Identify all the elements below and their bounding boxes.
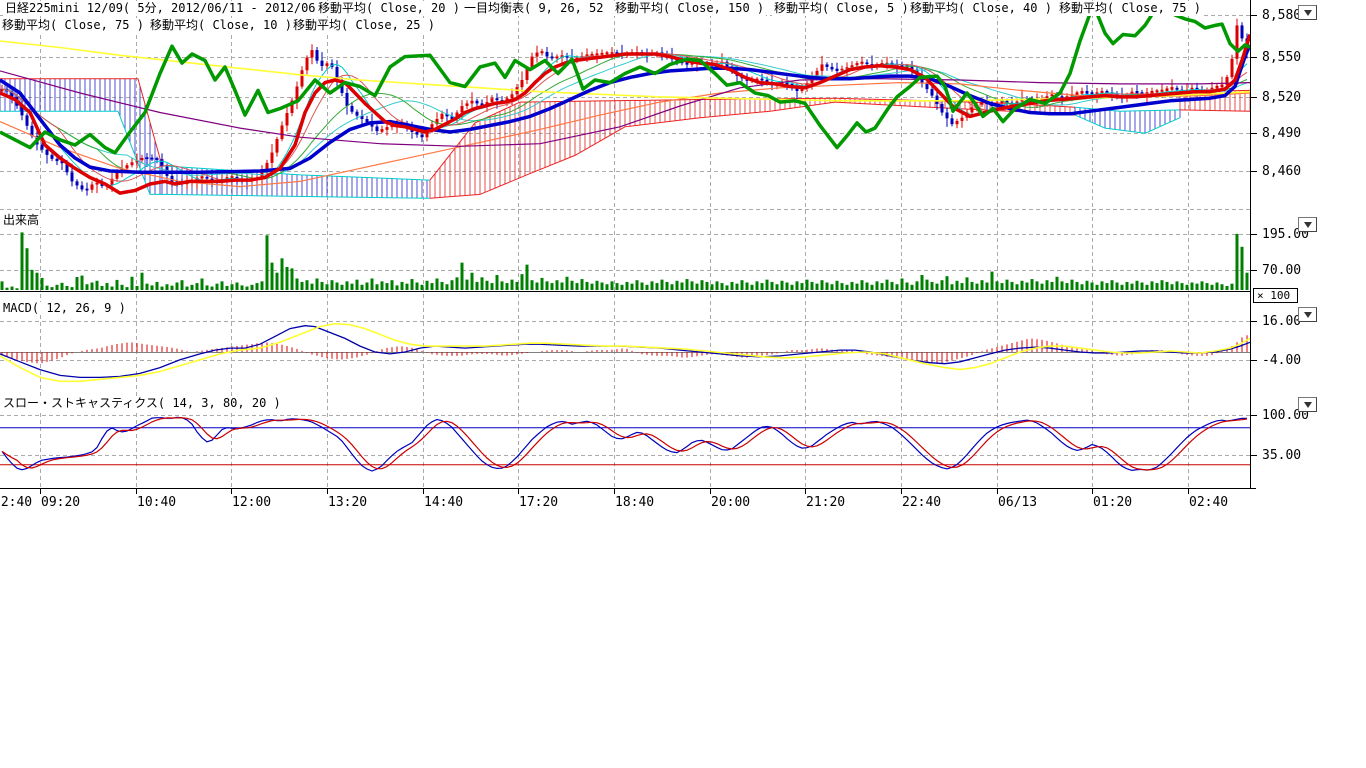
- indicator-label-ma10: 移動平均( Close, 10 ): [148, 18, 294, 33]
- indicator-label-ma40: 移動平均( Close, 40 ): [908, 1, 1054, 16]
- macd-panel-title: MACD( 12, 26, 9 ): [1, 301, 128, 315]
- volume-panel: [0, 232, 1250, 292]
- svg-text:8,580: 8,580: [1262, 8, 1301, 23]
- svg-text:21:20: 21:20: [806, 495, 845, 510]
- svg-text:16.00: 16.00: [1262, 314, 1301, 329]
- svg-text:14:40: 14:40: [424, 495, 463, 510]
- price-panel-dropdown[interactable]: [1298, 5, 1317, 20]
- macd-panel: [0, 322, 1251, 383]
- axes-and-labels: 8,580 8,550 8,520 8,490 8,460 195.00 70.00 16.0…: [0, 0, 1309, 510]
- indicator-label-ichimoku: 一目均衡表( 9, 26, 52 ): [462, 1, 620, 16]
- volume-panel-title: 出来高: [1, 213, 42, 227]
- svg-text:02:40: 02:40: [1189, 495, 1228, 510]
- svg-text:100.00: 100.00: [1262, 408, 1309, 423]
- indicator-label-ma20: 移動平均( Close, 20 ): [316, 1, 462, 16]
- volume-panel-dropdown[interactable]: [1298, 217, 1317, 232]
- indicator-label-ma75-2: 移動平均( Close, 75 ): [0, 18, 146, 33]
- svg-text:17:20: 17:20: [519, 495, 558, 510]
- macd-panel-dropdown[interactable]: [1298, 307, 1317, 322]
- stochastics-panel: [0, 416, 1250, 472]
- svg-text:01:20: 01:20: [1093, 495, 1132, 510]
- svg-text:18:40: 18:40: [615, 495, 654, 510]
- indicator-label-ma75: 移動平均( Close, 75 ): [1057, 1, 1203, 16]
- price-panel: [0, 5, 1251, 199]
- stoch-panel-title: スロー・ストキャスティクス( 14, 3, 80, 20 ): [1, 396, 283, 410]
- svg-text:35.00: 35.00: [1262, 448, 1301, 463]
- volume-multiplier-badge: × 100: [1253, 288, 1298, 303]
- instrument-title: 日経225mini 12/09( 5分, 2012/06/11 - 2012/0…: [3, 1, 354, 16]
- svg-text:12:00: 12:00: [232, 495, 271, 510]
- chevron-down-icon: [1303, 9, 1312, 16]
- svg-text:70.00: 70.00: [1262, 263, 1301, 278]
- svg-text:8,520: 8,520: [1262, 90, 1301, 105]
- svg-text:06/13: 06/13: [998, 495, 1037, 510]
- indicator-label-ma25: 移動平均( Close, 25 ): [291, 18, 437, 33]
- svg-text:22:40: 22:40: [902, 495, 941, 510]
- chart-plot-area[interactable]: 8,580 8,550 8,520 8,490 8,460 195.00 70.00 16.0…: [0, 0, 1366, 525]
- stoch-panel-dropdown[interactable]: [1298, 397, 1317, 412]
- svg-text:13:20: 13:20: [328, 495, 367, 510]
- chevron-down-icon: [1303, 311, 1312, 318]
- indicator-label-ma150: 移動平均( Close, 150 ): [613, 1, 767, 16]
- svg-text:195.00: 195.00: [1262, 227, 1309, 242]
- svg-text:10:40: 10:40: [137, 495, 176, 510]
- chevron-down-icon: [1303, 401, 1312, 408]
- indicator-label-ma5: 移動平均( Close, 5 ): [772, 1, 911, 16]
- svg-text:09:20: 09:20: [41, 495, 80, 510]
- svg-text:-4.00: -4.00: [1262, 353, 1301, 368]
- svg-text:02:40: 02:40: [0, 495, 32, 510]
- svg-text:8,460: 8,460: [1262, 164, 1301, 179]
- chevron-down-icon: [1303, 221, 1312, 228]
- svg-text:8,550: 8,550: [1262, 50, 1301, 65]
- svg-text:20:00: 20:00: [711, 495, 750, 510]
- svg-text:8,490: 8,490: [1262, 126, 1301, 141]
